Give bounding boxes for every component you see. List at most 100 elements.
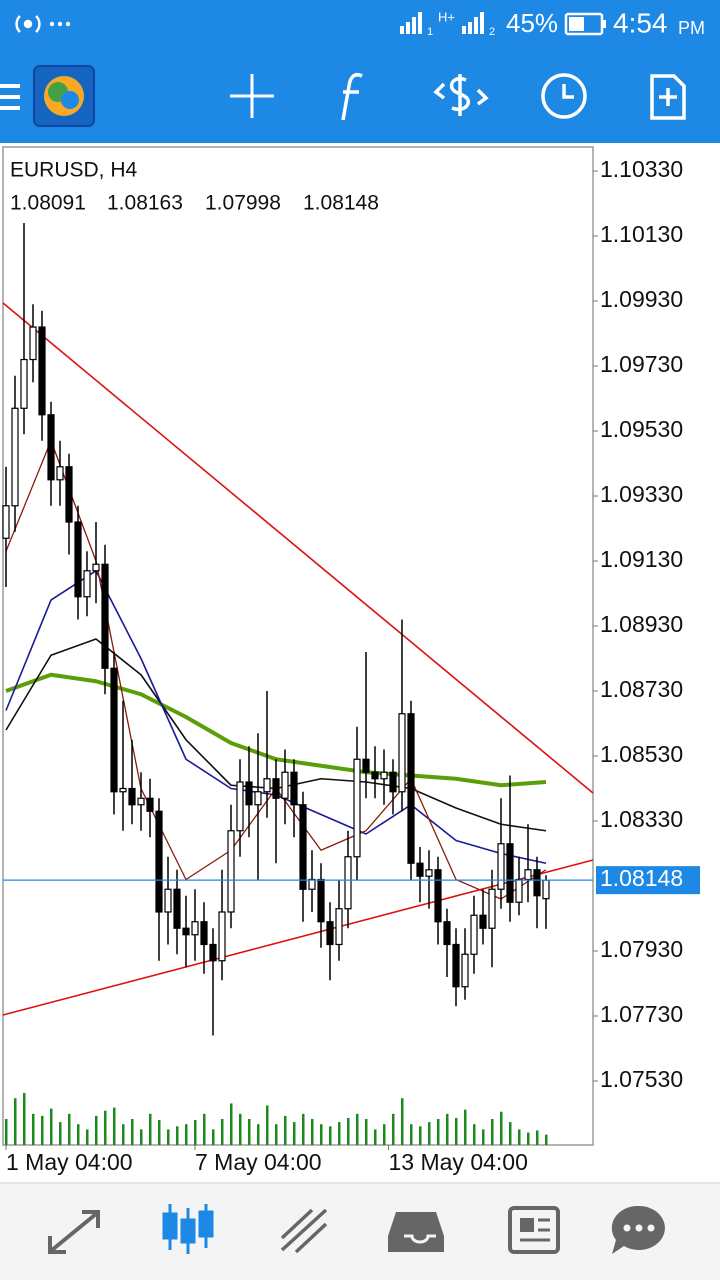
candle-body [389, 771, 397, 793]
status-bar [0, 0, 720, 48]
volume-bar [392, 1113, 395, 1145]
volume-bar [49, 1108, 53, 1145]
candle-body [281, 771, 289, 799]
battery-icon [564, 12, 606, 36]
volume-bar [22, 1093, 26, 1145]
trendline [2, 859, 594, 1016]
history-button[interactable] [541, 73, 587, 119]
candle-body [263, 778, 271, 793]
x-tick-label: 7 May 04:00 [195, 1149, 322, 1175]
candle-body [173, 888, 181, 929]
app-icon[interactable] [33, 65, 95, 127]
volume-bar [491, 1119, 494, 1145]
candle-body [344, 856, 352, 910]
price-label: 1.08148 [600, 865, 683, 891]
candle-body [74, 521, 82, 598]
history-tab[interactable] [388, 1212, 444, 1252]
new-order-button[interactable] [650, 74, 686, 120]
candle-body [101, 563, 109, 669]
y-tick-label: 1.09530 [600, 416, 683, 442]
volume-bar [31, 1113, 35, 1145]
trade-tab[interactable] [280, 1208, 328, 1254]
candle-body [155, 810, 163, 913]
candle-body [443, 921, 451, 946]
volume-bar [328, 1126, 332, 1145]
volume-bar [292, 1122, 296, 1145]
crosshair-button[interactable] [230, 74, 274, 118]
menu-button[interactable] [0, 84, 20, 110]
moving-average [5, 672, 547, 788]
y-tick-label: 1.07730 [600, 1001, 683, 1027]
volume-bar [157, 1120, 161, 1145]
volume-bar [13, 1098, 17, 1145]
candle-body [254, 791, 262, 806]
candle-body [470, 914, 478, 955]
quotes-tab[interactable] [48, 1210, 100, 1254]
ohlc-close: 1.08148 [303, 192, 379, 215]
volume-bar [211, 1129, 215, 1145]
volume-bar [103, 1110, 107, 1145]
candle-body [137, 797, 145, 806]
indicators-button[interactable] [341, 73, 363, 121]
candle-body [236, 781, 244, 832]
candle-body [56, 466, 64, 481]
candle-body [335, 908, 343, 946]
chat-tab[interactable] [611, 1205, 665, 1254]
ohlc-open: 1.08091 [10, 192, 86, 215]
candle-body [434, 869, 442, 923]
volume-bar [301, 1113, 305, 1145]
candle-body [497, 843, 505, 890]
candle-body [245, 781, 253, 806]
candle-body [2, 505, 10, 539]
candle-body [398, 713, 406, 793]
candle-body [272, 778, 280, 799]
candle-body [92, 563, 100, 572]
candle-body [407, 713, 415, 864]
battery-level: 45% [506, 8, 558, 38]
candle-body [524, 869, 532, 881]
volume-bar [220, 1119, 224, 1145]
candle-body [200, 921, 208, 946]
candle-body [65, 466, 73, 523]
volume-bar [193, 1120, 197, 1145]
volume-bar [58, 1122, 62, 1145]
volume-bar [4, 1119, 8, 1145]
hotspot-icon [15, 15, 41, 33]
y-tick-label: 1.08730 [600, 676, 683, 702]
volume-bar [139, 1129, 143, 1145]
volume-bar [67, 1113, 71, 1145]
candle-body [452, 943, 460, 988]
y-tick-label: 1.08530 [600, 741, 683, 767]
volume-bar [437, 1119, 440, 1145]
volume-bar [310, 1119, 314, 1145]
toolbar [0, 48, 720, 143]
volume-bar [265, 1105, 269, 1145]
candle-body [326, 921, 334, 946]
candle-body [119, 787, 127, 793]
candle-body [533, 869, 541, 897]
candle-body [38, 326, 46, 416]
y-tick-label: 1.09730 [600, 351, 683, 377]
volume-bar [464, 1109, 467, 1145]
volume-bar [247, 1119, 251, 1145]
candle-body [191, 921, 199, 936]
ohlc-high: 1.08163 [107, 192, 183, 215]
trade-button[interactable] [433, 74, 489, 116]
volume-bar [356, 1113, 359, 1145]
volume-bar [473, 1124, 476, 1145]
candle-body [308, 878, 316, 890]
candle-body [425, 869, 433, 877]
chart-tab[interactable] [162, 1204, 214, 1254]
volume-bar [509, 1122, 512, 1145]
ohlc-low: 1.07998 [205, 192, 281, 215]
candle-body [461, 953, 469, 988]
candle-body [416, 862, 424, 877]
candle-body [83, 570, 91, 598]
candle-body [29, 326, 37, 361]
volume-bar [256, 1124, 260, 1145]
volume-bar [527, 1132, 530, 1145]
news-tab[interactable] [508, 1206, 560, 1254]
volume-bar [76, 1124, 80, 1145]
y-tick-label: 1.07930 [600, 936, 683, 962]
